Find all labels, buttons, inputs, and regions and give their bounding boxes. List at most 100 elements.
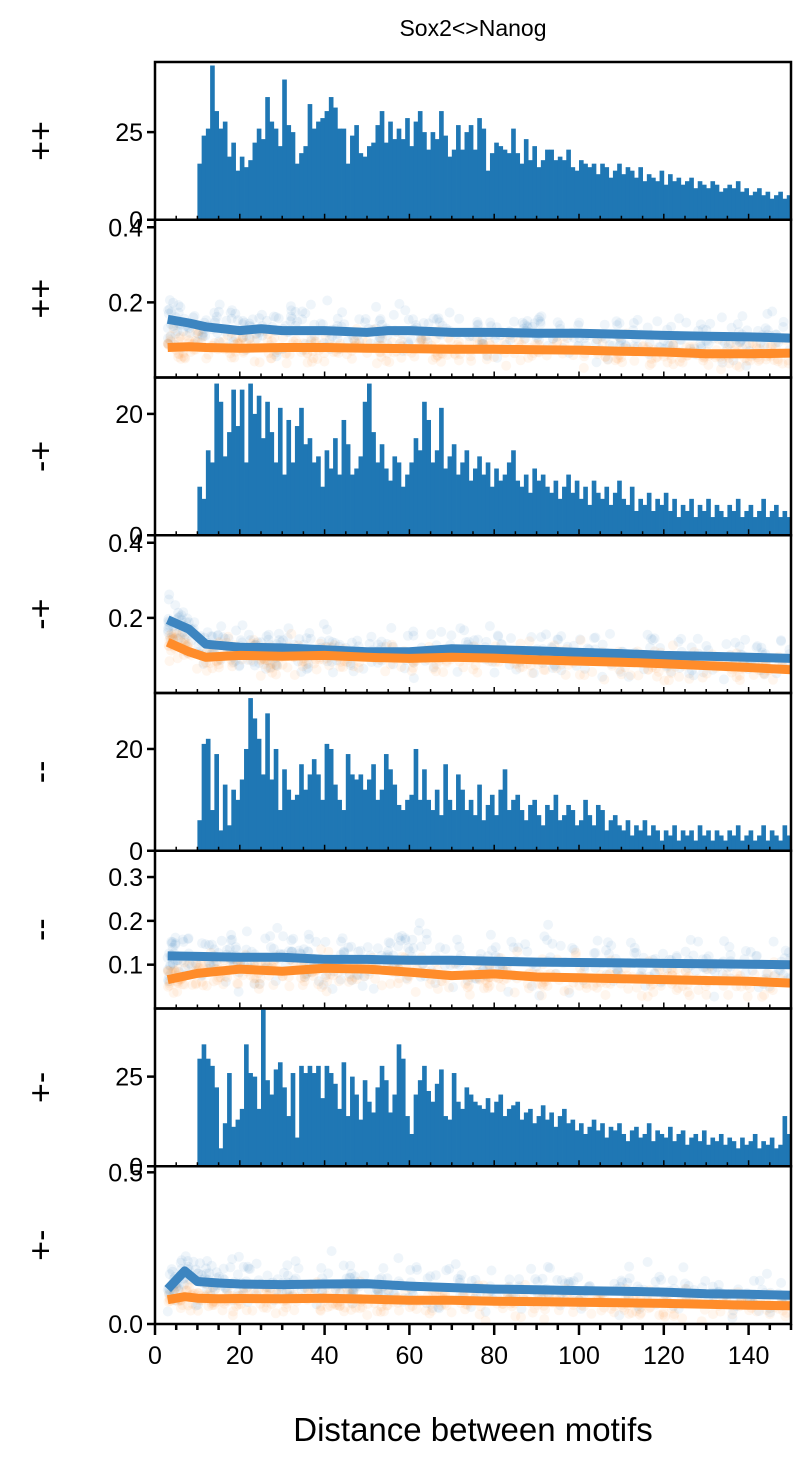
scatter-point — [352, 635, 363, 646]
histogram-bar — [464, 810, 470, 851]
scatter-point — [605, 628, 615, 639]
scatter-point — [653, 666, 664, 677]
scatter-point — [767, 306, 778, 317]
histogram-bar — [498, 1094, 504, 1167]
histogram-bar — [536, 1116, 542, 1167]
scatter-point — [303, 929, 314, 940]
histogram-bar — [460, 462, 465, 536]
histogram-bar — [468, 1094, 474, 1167]
scatter-point — [261, 631, 272, 642]
scatter-point — [203, 1301, 214, 1312]
histogram-bar — [261, 1008, 266, 1167]
histogram-bar — [261, 774, 266, 851]
histogram-bar — [723, 188, 728, 220]
scatter-point — [282, 1260, 293, 1271]
histogram-bar — [740, 1137, 745, 1167]
scatter-point — [573, 1272, 584, 1283]
scatter-point — [177, 1300, 188, 1311]
scatter-point — [512, 946, 523, 957]
histogram-bar — [638, 498, 643, 536]
scatter-point — [600, 990, 611, 1000]
scatter-point — [648, 987, 659, 998]
histogram-bar — [595, 174, 601, 220]
scatter-point — [734, 675, 745, 686]
histogram-bar — [600, 498, 605, 536]
scatter-point — [408, 662, 418, 673]
scatter-point — [517, 317, 528, 328]
histogram-bar — [256, 738, 262, 851]
histogram-bar — [557, 1116, 563, 1167]
scatter-point — [178, 351, 189, 362]
plot-area — [197, 383, 791, 536]
plot-area — [162, 1246, 791, 1324]
scatter-point — [612, 320, 623, 331]
histogram-bar — [655, 181, 660, 220]
scatter-point — [537, 1273, 548, 1284]
scatter-point — [288, 933, 299, 944]
histogram-bar — [282, 79, 287, 220]
panel-histogram-6: 025+- — [22, 1007, 793, 1181]
histogram-bar — [311, 759, 317, 851]
scatter-point — [254, 979, 265, 990]
scatter-point — [359, 971, 370, 982]
scatter-point — [484, 621, 495, 632]
scatter-point — [359, 1270, 370, 1281]
scatter-point — [348, 666, 359, 677]
scatter-point — [218, 979, 229, 990]
histogram-bar — [549, 149, 554, 220]
scatter-point — [696, 1316, 707, 1324]
scatter-point — [376, 980, 387, 991]
histogram-bar — [383, 142, 389, 220]
panel-histogram-4: 020-- — [22, 691, 793, 866]
histogram-bar — [358, 456, 364, 536]
scatter-point — [184, 328, 195, 338]
histogram-bar — [477, 784, 482, 851]
histogram-bar — [277, 810, 283, 851]
scatter-point — [316, 982, 327, 993]
scatter-point — [393, 941, 404, 952]
scatter-point — [568, 1307, 579, 1318]
scatter-point — [297, 980, 308, 991]
scatter-point — [230, 942, 241, 953]
scatter-point — [233, 986, 244, 997]
scatter-point — [269, 333, 280, 343]
scatter-point — [445, 335, 456, 346]
histogram-bar — [769, 1137, 775, 1167]
scatter-point — [629, 355, 640, 366]
scatter-point — [178, 936, 189, 947]
scatter-point — [373, 639, 383, 650]
scatter-point — [226, 332, 237, 343]
scatter-point — [375, 1306, 386, 1317]
scatter-point — [499, 337, 510, 348]
histogram-bar — [477, 1105, 482, 1167]
histogram-bar — [519, 486, 525, 536]
scatter-point — [166, 938, 177, 949]
histogram-bar — [663, 184, 669, 220]
histogram-bar — [354, 779, 359, 851]
scatter-point — [454, 337, 464, 348]
scatter-point — [533, 314, 544, 325]
histogram-bar — [439, 815, 444, 851]
histogram-bar — [600, 163, 605, 220]
scatter-point — [642, 991, 653, 1002]
scatter-point — [751, 340, 762, 351]
histogram-bar — [672, 1141, 677, 1167]
scatter-point — [201, 665, 212, 676]
histogram-bar — [566, 804, 571, 851]
histogram-bar — [714, 1141, 720, 1167]
histogram-bar — [786, 517, 791, 536]
row-label: -- — [22, 761, 60, 784]
scatter-point — [173, 964, 183, 974]
row-label: -+ — [22, 441, 60, 472]
histogram-bar — [439, 407, 444, 536]
scatter-point — [265, 662, 276, 673]
histogram-bar — [697, 504, 703, 536]
scatter-point — [742, 991, 753, 1002]
y-tick-label: 20 — [115, 401, 143, 429]
scatter-point — [253, 983, 264, 994]
histogram-bar — [553, 160, 559, 220]
scatter-point — [182, 613, 193, 624]
histogram-bar — [337, 799, 342, 851]
scatter-point — [410, 987, 421, 997]
scatter-point — [245, 635, 256, 646]
